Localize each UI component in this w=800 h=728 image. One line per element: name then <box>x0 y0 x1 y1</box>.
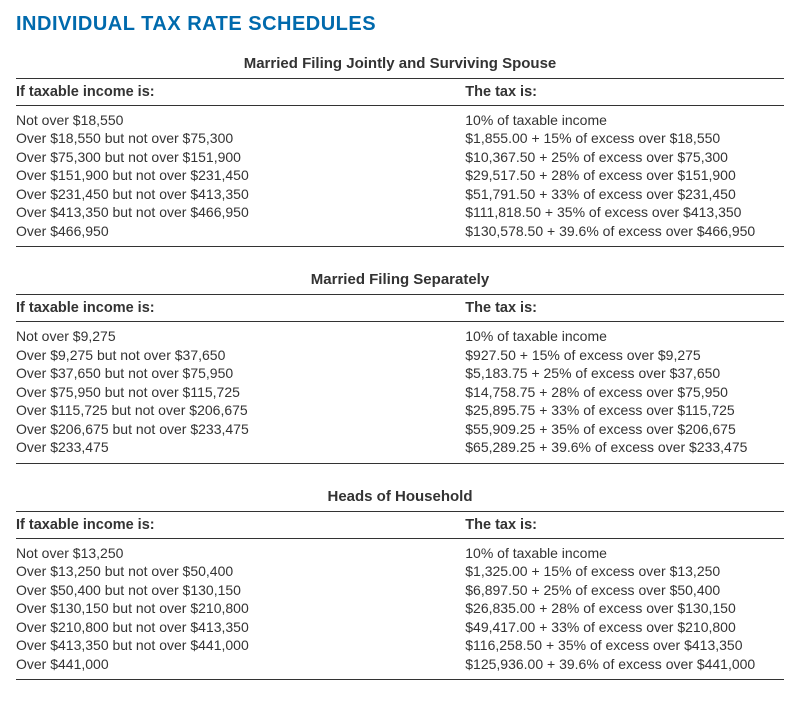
cell-income: Over $130,150 but not over $210,800 <box>16 600 465 619</box>
table-row: Over $18,550 but not over $75,300$1,855.… <box>16 130 784 149</box>
column-header-tax: The tax is: <box>465 295 784 322</box>
tax-table: If taxable income is:The tax is:Not over… <box>16 294 784 463</box>
cell-tax: $29,517.50 + 28% of excess over $151,900 <box>465 167 784 186</box>
cell-tax: $51,791.50 + 33% of excess over $231,450 <box>465 185 784 204</box>
cell-tax: $5,183.75 + 25% of excess over $37,650 <box>465 365 784 384</box>
cell-income: Over $50,400 but not over $130,150 <box>16 581 465 600</box>
table-row: Over $115,725 but not over $206,675$25,8… <box>16 402 784 421</box>
schedule-block: Married Filing Separately If taxable inco… <box>16 271 784 463</box>
cell-tax: $6,897.50 + 25% of excess over $50,400 <box>465 581 784 600</box>
table-row: Over $130,150 but not over $210,800$26,8… <box>16 600 784 619</box>
table-row: Over $75,300 but not over $151,900$10,36… <box>16 148 784 167</box>
table-row: Over $231,450 but not over $413,350$51,7… <box>16 185 784 204</box>
cell-tax: 10% of taxable income <box>465 538 784 563</box>
table-row: Over $50,400 but not over $130,150$6,897… <box>16 581 784 600</box>
schedule-title: Married Filing Jointly and Surviving Spo… <box>16 55 784 74</box>
cell-tax: $65,289.25 + 39.6% of excess over $233,4… <box>465 439 784 463</box>
page-title: INDIVIDUAL TAX RATE SCHEDULES <box>16 12 784 37</box>
cell-income: Over $413,350 but not over $441,000 <box>16 637 465 656</box>
cell-tax: $125,936.00 + 39.6% of excess over $441,… <box>465 655 784 679</box>
tax-table: If taxable income is:The tax is:Not over… <box>16 78 784 247</box>
tax-table: If taxable income is:The tax is:Not over… <box>16 511 784 680</box>
table-row: Over $466,950$130,578.50 + 39.6% of exce… <box>16 222 784 246</box>
table-row: Over $210,800 but not over $413,350$49,4… <box>16 618 784 637</box>
cell-tax: $130,578.50 + 39.6% of excess over $466,… <box>465 222 784 246</box>
cell-tax: $14,758.75 + 28% of excess over $75,950 <box>465 383 784 402</box>
cell-income: Over $13,250 but not over $50,400 <box>16 563 465 582</box>
table-row: Over $13,250 but not over $50,400$1,325.… <box>16 563 784 582</box>
cell-income: Over $151,900 but not over $231,450 <box>16 167 465 186</box>
cell-tax: 10% of taxable income <box>465 105 784 130</box>
schedules-container: Married Filing Jointly and Surviving Spo… <box>16 55 784 680</box>
cell-income: Over $206,675 but not over $233,475 <box>16 420 465 439</box>
column-header-tax: The tax is: <box>465 78 784 105</box>
cell-tax: $1,855.00 + 15% of excess over $18,550 <box>465 130 784 149</box>
column-header-income: If taxable income is: <box>16 78 465 105</box>
cell-tax: $10,367.50 + 25% of excess over $75,300 <box>465 148 784 167</box>
cell-tax: 10% of taxable income <box>465 322 784 347</box>
cell-tax: $55,909.25 + 35% of excess over $206,675 <box>465 420 784 439</box>
table-wrap: If taxable income is:The tax is:Not over… <box>16 511 784 681</box>
table-row: Over $413,350 but not over $466,950$111,… <box>16 204 784 223</box>
cell-income: Over $9,275 but not over $37,650 <box>16 346 465 365</box>
table-row: Over $206,675 but not over $233,475$55,9… <box>16 420 784 439</box>
cell-tax: $1,325.00 + 15% of excess over $13,250 <box>465 563 784 582</box>
table-row: Not over $9,27510% of taxable income <box>16 322 784 347</box>
cell-tax: $49,417.00 + 33% of excess over $210,800 <box>465 618 784 637</box>
schedule-block: Married Filing Jointly and Surviving Spo… <box>16 55 784 247</box>
table-wrap: If taxable income is:The tax is:Not over… <box>16 294 784 464</box>
cell-tax: $111,818.50 + 35% of excess over $413,35… <box>465 204 784 223</box>
table-row: Over $441,000$125,936.00 + 39.6% of exce… <box>16 655 784 679</box>
schedule-title: Heads of Household <box>16 488 784 507</box>
table-row: Over $75,950 but not over $115,725$14,75… <box>16 383 784 402</box>
cell-income: Over $18,550 but not over $75,300 <box>16 130 465 149</box>
cell-tax: $25,895.75 + 33% of excess over $115,725 <box>465 402 784 421</box>
cell-income: Over $441,000 <box>16 655 465 679</box>
cell-income: Not over $18,550 <box>16 105 465 130</box>
cell-income: Over $75,950 but not over $115,725 <box>16 383 465 402</box>
table-row: Over $233,475$65,289.25 + 39.6% of exces… <box>16 439 784 463</box>
cell-income: Over $210,800 but not over $413,350 <box>16 618 465 637</box>
cell-income: Not over $13,250 <box>16 538 465 563</box>
table-row: Not over $13,25010% of taxable income <box>16 538 784 563</box>
cell-tax: $116,258.50 + 35% of excess over $413,35… <box>465 637 784 656</box>
column-header-tax: The tax is: <box>465 511 784 538</box>
cell-income: Over $37,650 but not over $75,950 <box>16 365 465 384</box>
table-row: Over $151,900 but not over $231,450$29,5… <box>16 167 784 186</box>
cell-tax: $26,835.00 + 28% of excess over $130,150 <box>465 600 784 619</box>
cell-income: Over $413,350 but not over $466,950 <box>16 204 465 223</box>
table-wrap: If taxable income is:The tax is:Not over… <box>16 78 784 248</box>
cell-tax: $927.50 + 15% of excess over $9,275 <box>465 346 784 365</box>
column-header-income: If taxable income is: <box>16 295 465 322</box>
schedule-title: Married Filing Separately <box>16 271 784 290</box>
schedule-block: Heads of Household If taxable income is:T… <box>16 488 784 680</box>
table-row: Not over $18,55010% of taxable income <box>16 105 784 130</box>
cell-income: Over $231,450 but not over $413,350 <box>16 185 465 204</box>
table-row: Over $37,650 but not over $75,950$5,183.… <box>16 365 784 384</box>
cell-income: Over $466,950 <box>16 222 465 246</box>
table-row: Over $413,350 but not over $441,000$116,… <box>16 637 784 656</box>
cell-income: Over $115,725 but not over $206,675 <box>16 402 465 421</box>
cell-income: Over $75,300 but not over $151,900 <box>16 148 465 167</box>
column-header-income: If taxable income is: <box>16 511 465 538</box>
cell-income: Not over $9,275 <box>16 322 465 347</box>
cell-income: Over $233,475 <box>16 439 465 463</box>
table-row: Over $9,275 but not over $37,650$927.50 … <box>16 346 784 365</box>
